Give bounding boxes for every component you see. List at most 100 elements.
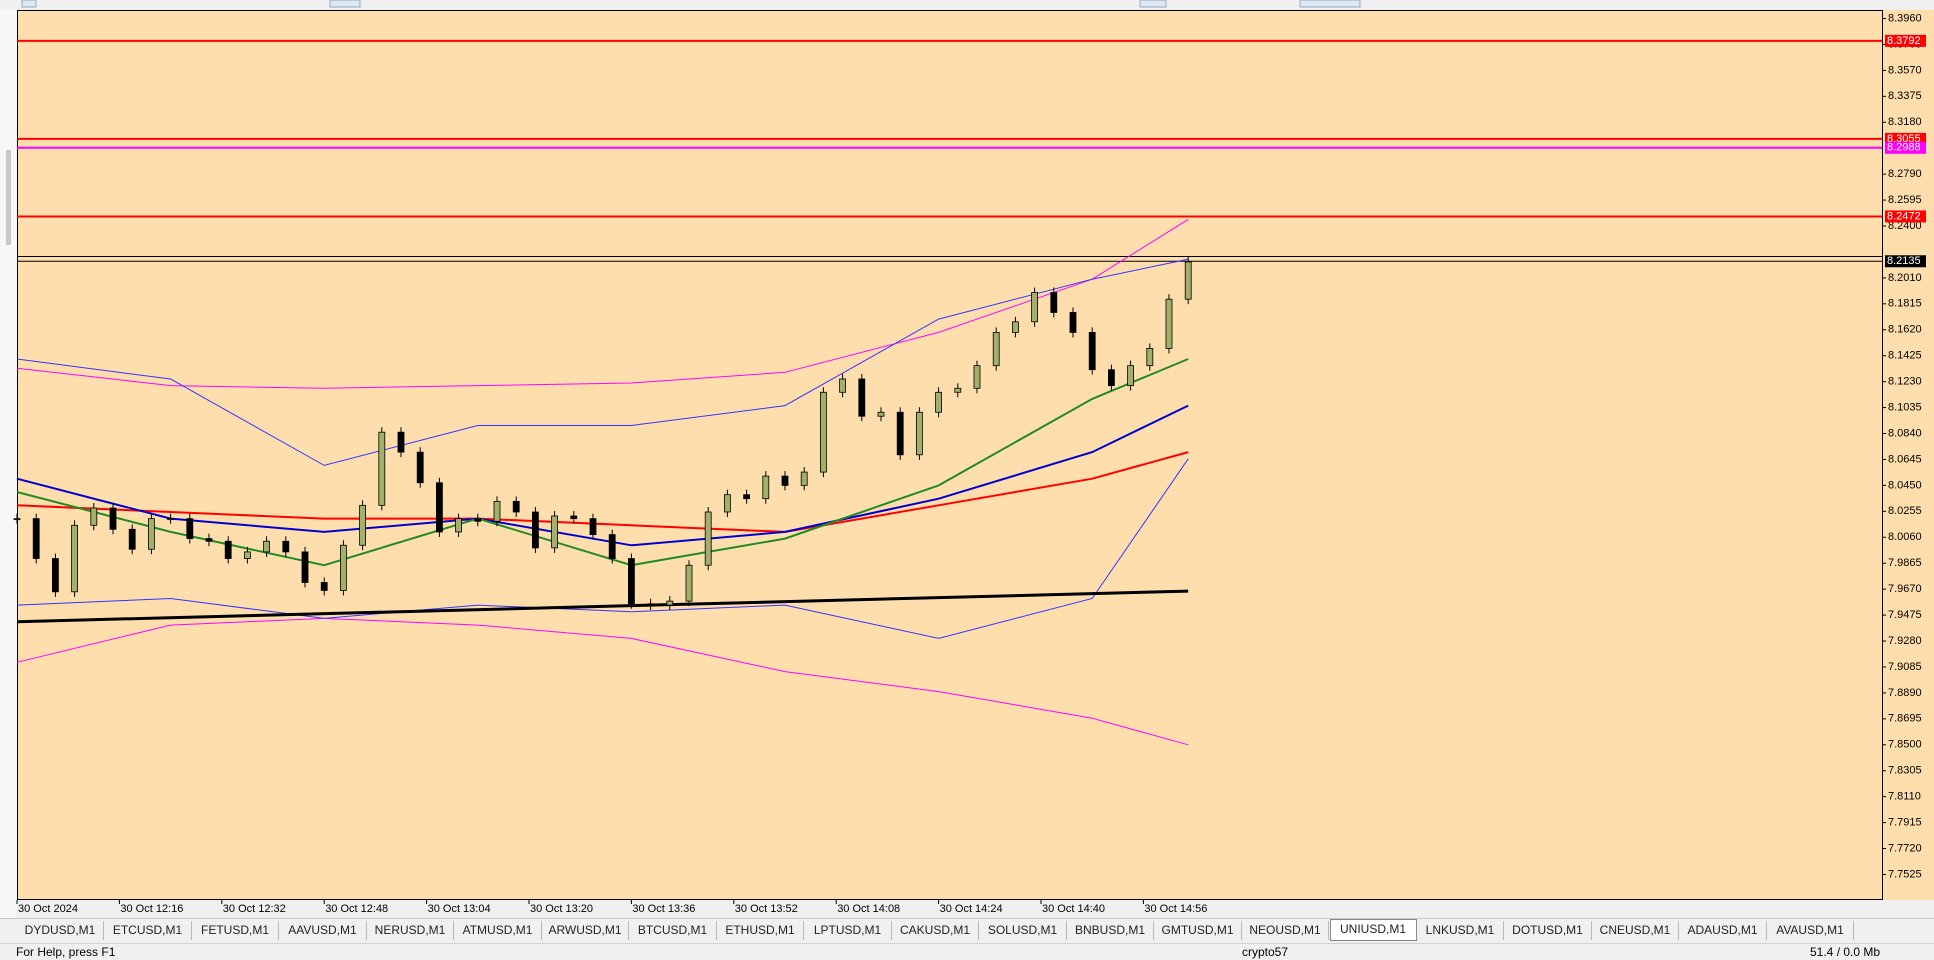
candle-body <box>647 603 654 606</box>
candle-body <box>1165 298 1173 349</box>
x-tick-label: 30 Oct 12:16 <box>120 903 183 915</box>
symbol-tab[interactable]: FETUSD,M1 <box>192 921 279 940</box>
price-label-bg <box>1885 255 1926 268</box>
price-label-bg <box>1885 141 1926 154</box>
toolbar-button[interactable] <box>1299 0 1361 8</box>
symbol-tab[interactable]: AAVUSD,M1 <box>280 921 367 940</box>
symbol-tab[interactable]: DYDUSD,M1 <box>17 921 104 940</box>
symbol-tab[interactable]: ATMUSD,M1 <box>455 921 542 940</box>
candle-body <box>397 431 405 453</box>
y-tick-label: 7.8110 <box>1888 791 1921 803</box>
symbol-tab[interactable]: LNKUSD,M1 <box>1417 921 1504 940</box>
price-label: 8.2472 <box>1887 210 1921 222</box>
y-tick-label: 8.0060 <box>1888 531 1922 543</box>
y-tick-label: 7.7915 <box>1888 816 1922 828</box>
status-profile: crypto57 <box>1242 945 1289 959</box>
symbol-tab[interactable]: CNEUSD,M1 <box>1592 921 1679 940</box>
toolbar <box>0 0 1934 10</box>
candle-body <box>839 378 846 393</box>
y-tick-label: 8.1035 <box>1888 401 1922 413</box>
candle-body <box>359 504 367 546</box>
symbol-tab[interactable]: CAKUSD,M1 <box>892 921 979 940</box>
candle-body <box>167 518 175 521</box>
toolbar-button[interactable] <box>1139 0 1167 8</box>
candle-body <box>71 524 78 593</box>
candle-body <box>435 482 443 533</box>
candle-body <box>877 411 885 417</box>
price-label: 8.3792 <box>1887 35 1921 47</box>
y-tick-label: 7.8500 <box>1888 739 1922 751</box>
price-label: 8.3055 <box>1887 133 1921 145</box>
y-tick-label: 8.2010 <box>1888 272 1922 284</box>
x-tick-label: 30 Oct 14:24 <box>940 903 1003 915</box>
candle-body <box>1146 347 1154 367</box>
candle-body <box>628 558 635 605</box>
symbol-tab[interactable]: ARWUSD,M1 <box>542 921 629 940</box>
candle-body <box>858 378 866 417</box>
candle-body <box>685 564 693 602</box>
y-tick-label: 8.1815 <box>1888 298 1922 310</box>
symbol-tab[interactable]: AVAUSD,M1 <box>1767 921 1854 940</box>
symbol-tab[interactable]: ETCUSD,M1 <box>105 921 192 940</box>
symbol-tab[interactable]: NERUSD,M1 <box>367 921 454 940</box>
candle-body <box>243 551 251 559</box>
x-tick-label: 30 Oct 13:20 <box>530 903 593 915</box>
y-tick-label: 7.7720 <box>1888 842 1922 854</box>
symbol-tab[interactable]: ETHUSD,M1 <box>717 921 804 940</box>
candle-body <box>90 507 98 526</box>
candle-body <box>896 411 904 456</box>
y-tick-label: 8.0840 <box>1888 427 1922 439</box>
x-tick-label: 30 Oct 14:56 <box>1144 903 1207 915</box>
y-tick-label: 8.1425 <box>1888 350 1922 362</box>
candle-body <box>339 544 347 591</box>
symbol-tab[interactable]: BTCUSD,M1 <box>630 921 717 940</box>
candle-body <box>1031 292 1038 323</box>
candle-body <box>1108 369 1115 387</box>
candle-body <box>666 600 674 606</box>
symbol-tab[interactable]: GMTUSD,M1 <box>1155 921 1242 940</box>
candle-body <box>1088 332 1096 371</box>
candle-body <box>416 451 424 484</box>
y-tick-label: 7.9085 <box>1888 661 1922 673</box>
scrollbar[interactable] <box>6 150 11 245</box>
candle-body <box>916 411 923 456</box>
candle-body <box>1012 321 1019 333</box>
toolbar-button[interactable] <box>21 0 37 8</box>
y-tick-label: 7.9280 <box>1888 635 1922 647</box>
price-label-bg <box>1885 210 1926 223</box>
toolbar-button[interactable] <box>329 0 361 8</box>
candle-body <box>800 471 808 486</box>
x-tick-label: 30 Oct 14:40 <box>1042 903 1105 915</box>
y-tick-label: 8.0255 <box>1888 505 1922 517</box>
indicator-line <box>16 218 1189 389</box>
candle-body <box>551 515 558 549</box>
y-tick-label: 8.3960 <box>1888 12 1922 24</box>
price-label: 8.2135 <box>1887 255 1921 267</box>
candle-body <box>263 540 271 553</box>
symbol-tab[interactable]: UNIUSD,M1 <box>1329 919 1417 941</box>
y-tick-label: 7.9865 <box>1888 557 1922 569</box>
symbol-tab[interactable]: LPTUSD,M1 <box>805 921 892 940</box>
symbol-tab[interactable]: BNBUSD,M1 <box>1067 921 1154 940</box>
y-tick-label: 8.1230 <box>1888 376 1922 388</box>
candle-body <box>1127 365 1134 387</box>
candle-body <box>1184 261 1192 300</box>
symbol-tab[interactable]: DOTUSD,M1 <box>1505 921 1592 940</box>
indicator-line <box>16 451 1189 533</box>
candle-body <box>128 528 136 550</box>
symbol-tab[interactable]: ADAUSD,M1 <box>1680 921 1767 940</box>
candle-body <box>205 538 213 542</box>
candle-body <box>935 391 942 413</box>
chart-frame <box>17 10 1883 900</box>
y-tick-label: 8.3180 <box>1888 116 1922 128</box>
candle-body <box>973 365 981 389</box>
y-tick-label: 8.1620 <box>1888 324 1922 336</box>
symbol-tab[interactable]: SOLUSD,M1 <box>980 921 1067 940</box>
candle-body <box>512 500 520 513</box>
y-tick-label: 8.0645 <box>1888 453 1922 465</box>
candle-body <box>493 500 501 522</box>
status-bar: For Help, press F1 crypto57 51.4 / 0.0 M… <box>0 943 1934 960</box>
symbol-tab[interactable]: NEOUSD,M1 <box>1242 921 1329 940</box>
status-help: For Help, press F1 <box>16 945 116 959</box>
